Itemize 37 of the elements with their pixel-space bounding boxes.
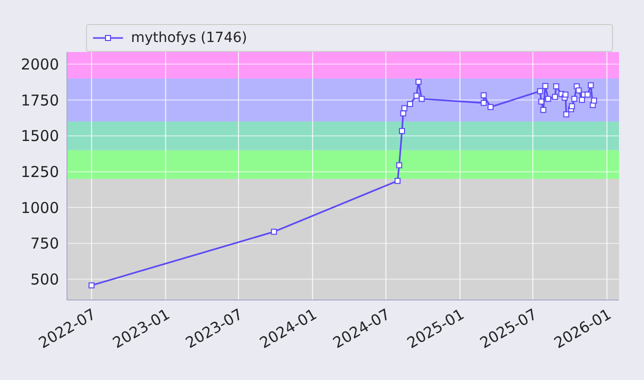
point: [588, 82, 594, 88]
point: [396, 162, 402, 168]
point: [584, 92, 591, 98]
point: [540, 106, 546, 113]
y-tick-label: 1500: [20, 127, 59, 146]
point: [270, 228, 277, 235]
point: [542, 82, 548, 89]
point: [568, 103, 575, 110]
y-tick-label: 1000: [20, 198, 59, 217]
y-tick-label: 1750: [20, 91, 59, 110]
point: [413, 92, 420, 99]
point: [418, 96, 425, 102]
y-tick-label: 1250: [20, 163, 59, 182]
point: [578, 96, 585, 103]
y-tick-label: 500: [30, 270, 59, 289]
point: [537, 88, 544, 94]
y-tick-label: 750: [30, 234, 59, 253]
point: [88, 282, 95, 288]
point: [552, 94, 558, 100]
point: [394, 178, 401, 184]
point: [400, 110, 406, 116]
point: [480, 100, 487, 106]
point: [488, 104, 494, 110]
point: [545, 96, 552, 102]
point: [571, 96, 578, 102]
point: [563, 111, 570, 118]
point: [553, 83, 560, 90]
point: [480, 92, 487, 98]
point: [401, 105, 408, 112]
y-tick-label: 2000: [20, 56, 59, 74]
point: [591, 98, 598, 104]
point: [562, 92, 568, 98]
point: [415, 78, 422, 85]
point: [576, 87, 582, 94]
legend-label: mythofys (1746): [131, 30, 248, 46]
point: [398, 128, 405, 134]
point: [407, 101, 414, 108]
